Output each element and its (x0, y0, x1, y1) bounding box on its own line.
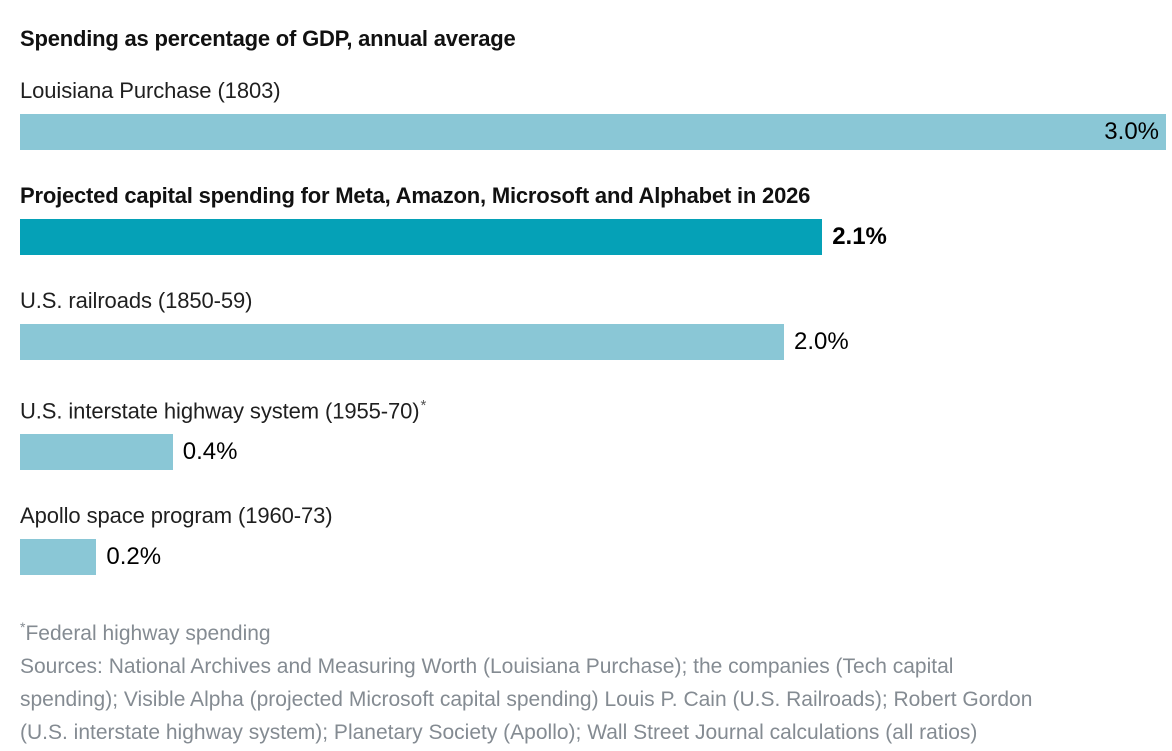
chart-row: Louisiana Purchase (1803) 3.0% (20, 78, 1166, 150)
chart-row: U.S. railroads (1850-59) 2.0% (20, 288, 1166, 360)
footnote-marker-icon: * (420, 397, 427, 414)
bar (20, 324, 784, 360)
source-line: spending); Visible Alpha (projected Micr… (20, 688, 1033, 712)
source-line: Sources: National Archives and Measuring… (20, 655, 954, 679)
footnote: *Federal highway spending (20, 611, 1166, 650)
bar-track: 2.1% (20, 219, 1166, 255)
chart-row: U.S. interstate highway system (1955-70)… (20, 393, 1166, 471)
bar (20, 539, 97, 576)
bar-label: Louisiana Purchase (1803) (20, 78, 281, 103)
bar-label: Projected capital spending for Meta, Ama… (20, 183, 811, 208)
footnote-asterisk: * (20, 619, 26, 636)
bar-label: Apollo space program (1960-73) (20, 503, 333, 529)
bar-value: 0.2% (106, 543, 162, 571)
bar-value: 2.0% (794, 328, 849, 355)
bar-label: U.S. railroads (1850-59) (20, 288, 253, 313)
bar-value: 2.1% (832, 223, 887, 250)
sources: Sources: National Archives and Measuring… (20, 650, 1166, 749)
bar-track: 2.0% (20, 324, 1166, 360)
source-line: (U.S. interstate highway system); Planet… (20, 721, 978, 745)
notes-section: *Federal highway spending Sources: Natio… (20, 611, 1166, 749)
chart-row: Apollo space program (1960-73) 0.2% (20, 503, 1166, 576)
bar-track: 0.4% (20, 434, 1166, 471)
bar-track: 0.2% (20, 539, 1166, 576)
bar-value: 0.4% (182, 438, 238, 466)
bar-label: U.S. interstate highway system (1955-70)… (20, 397, 427, 424)
chart-title: Spending as percentage of GDP, annual av… (20, 26, 516, 51)
bar-track: 3.0% (20, 114, 1166, 150)
bar: 3.0% (20, 114, 1166, 150)
bar-value: 3.0% (1104, 118, 1159, 145)
bar-chart: Louisiana Purchase (1803) 3.0% Projected c… (20, 78, 1166, 576)
chart-row: Projected capital spending for Meta, Ama… (20, 183, 1166, 255)
bar (20, 434, 173, 471)
bar (20, 219, 823, 255)
footnote-text: Federal highway spending (25, 622, 271, 646)
